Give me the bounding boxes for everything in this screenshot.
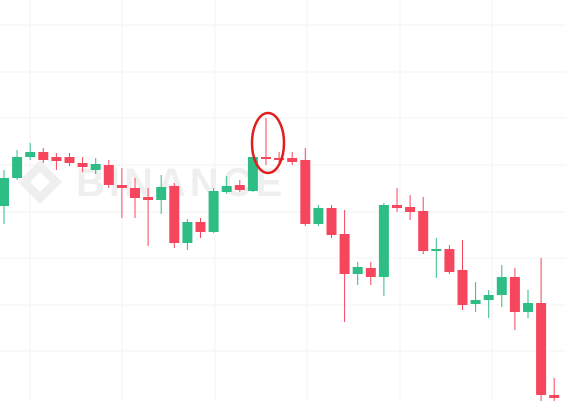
candle-body [38, 152, 49, 160]
candle-body [431, 249, 442, 251]
candle-body [247, 157, 258, 191]
watermark-logo [18, 160, 62, 204]
horizontal-grid [0, 24, 566, 352]
candle-body [287, 158, 298, 162]
candle-body [365, 268, 376, 277]
candle-body [470, 300, 481, 304]
candle-body [116, 185, 127, 188]
candle-body [195, 222, 206, 232]
candle-body [418, 211, 429, 251]
candle-body [496, 277, 507, 295]
candle-body [51, 157, 62, 161]
candle-body [352, 267, 363, 274]
candle-body [523, 303, 533, 312]
candles [0, 118, 560, 401]
candle-body [457, 270, 468, 305]
candle-body [25, 152, 36, 157]
candle-body [300, 160, 311, 224]
candle-body [221, 186, 232, 192]
candle-body [169, 186, 180, 243]
candle-body [77, 163, 88, 167]
candle-body [234, 185, 245, 190]
candle-body [313, 208, 324, 224]
candle-body [208, 191, 219, 232]
candle-body [261, 157, 271, 159]
candle-body [378, 205, 389, 277]
candle-body [483, 295, 494, 300]
candle-body [156, 187, 167, 200]
candle-body [536, 303, 547, 395]
candle-body [143, 197, 154, 200]
candle-body [12, 157, 23, 178]
candle-body [0, 178, 9, 206]
candle-body [130, 188, 140, 198]
candle-body [326, 208, 337, 235]
candle-body [392, 205, 402, 208]
candle-body [103, 165, 114, 185]
candle-body [182, 222, 193, 243]
highlight-circle [250, 111, 286, 175]
candle-body [509, 277, 520, 312]
candle-body [274, 158, 285, 160]
candle-body [339, 234, 350, 274]
candle-body [90, 164, 101, 170]
candle-body [549, 395, 560, 398]
candle-body [405, 207, 416, 212]
candle-body [64, 157, 75, 163]
candle-body [444, 249, 455, 272]
